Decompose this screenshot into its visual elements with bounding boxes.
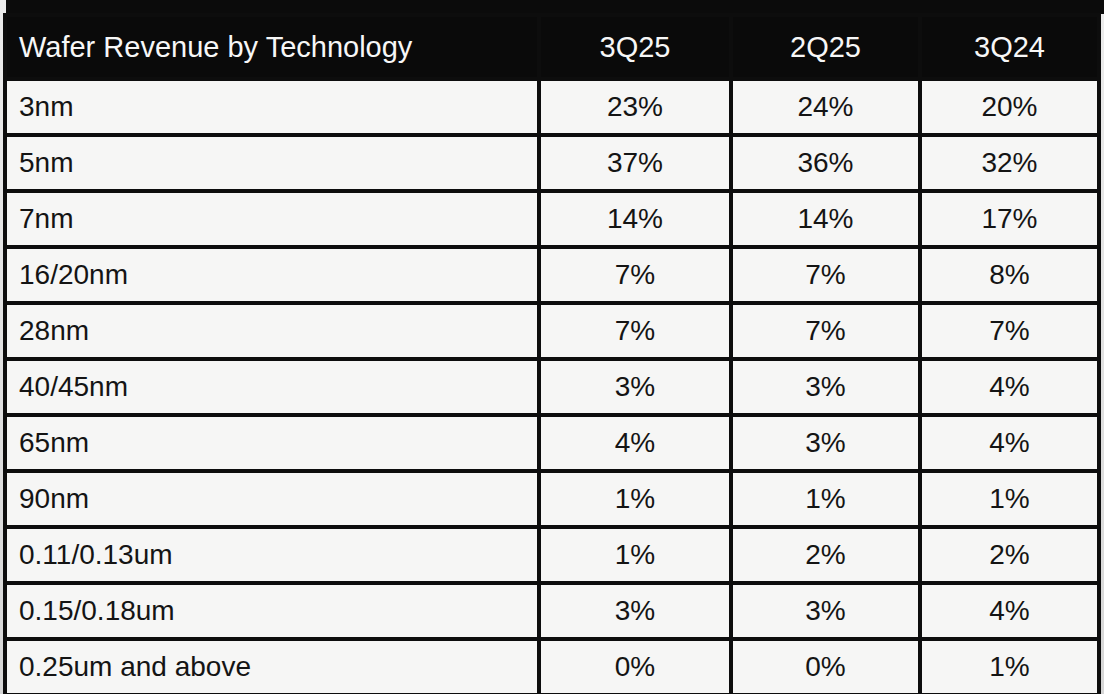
table-row: 16/20nm7%7%8%: [5, 247, 1099, 303]
header-row: Wafer Revenue by Technology 3Q25 2Q25 3Q…: [5, 15, 1099, 79]
table-row: 0.11/0.13um1%2%2%: [5, 527, 1099, 583]
value-cell: 17%: [920, 191, 1099, 247]
table-row: 65nm4%3%4%: [5, 415, 1099, 471]
value-cell: 24%: [731, 79, 920, 135]
value-cell: 3%: [731, 415, 920, 471]
value-cell: 3%: [539, 359, 731, 415]
value-cell: 7%: [539, 247, 731, 303]
value-cell: 23%: [539, 79, 731, 135]
value-cell: 7%: [920, 303, 1099, 359]
value-cell: 1%: [920, 639, 1099, 694]
value-cell: 7%: [731, 247, 920, 303]
value-cell: 14%: [731, 191, 920, 247]
row-label: 65nm: [5, 415, 539, 471]
value-cell: 7%: [539, 303, 731, 359]
value-cell: 1%: [539, 527, 731, 583]
value-cell: 8%: [920, 247, 1099, 303]
value-cell: 0%: [539, 639, 731, 694]
row-label: 0.15/0.18um: [5, 583, 539, 639]
table-row: 40/45nm3%3%4%: [5, 359, 1099, 415]
table-row: 5nm37%36%32%: [5, 135, 1099, 191]
value-cell: 4%: [920, 583, 1099, 639]
row-label: 0.11/0.13um: [5, 527, 539, 583]
value-cell: 0%: [731, 639, 920, 694]
table-row: 90nm1%1%1%: [5, 471, 1099, 527]
value-cell: 1%: [731, 471, 920, 527]
table-row: 0.25um and above0%0%1%: [5, 639, 1099, 694]
column-header-3q24: 3Q24: [920, 15, 1099, 79]
column-header-2q25: 2Q25: [731, 15, 920, 79]
value-cell: 2%: [920, 527, 1099, 583]
value-cell: 36%: [731, 135, 920, 191]
value-cell: 4%: [920, 359, 1099, 415]
screenshot-background: Wafer Revenue by Technology 3Q25 2Q25 3Q…: [0, 0, 1104, 694]
row-label: 3nm: [5, 79, 539, 135]
value-cell: 4%: [920, 415, 1099, 471]
value-cell: 3%: [731, 583, 920, 639]
table-body: 3nm23%24%20%5nm37%36%32%7nm14%14%17%16/2…: [5, 79, 1099, 694]
row-label: 28nm: [5, 303, 539, 359]
table-row: 0.15/0.18um3%3%4%: [5, 583, 1099, 639]
value-cell: 4%: [539, 415, 731, 471]
value-cell: 14%: [539, 191, 731, 247]
value-cell: 1%: [539, 471, 731, 527]
table-row: 7nm14%14%17%: [5, 191, 1099, 247]
value-cell: 2%: [731, 527, 920, 583]
row-label: 16/20nm: [5, 247, 539, 303]
value-cell: 7%: [731, 303, 920, 359]
row-label: 90nm: [5, 471, 539, 527]
table-row: 28nm7%7%7%: [5, 303, 1099, 359]
table-title: Wafer Revenue by Technology: [5, 15, 539, 79]
value-cell: 3%: [539, 583, 731, 639]
top-black-strip: [6, 0, 1104, 14]
value-cell: 3%: [731, 359, 920, 415]
column-header-3q25: 3Q25: [539, 15, 731, 79]
value-cell: 32%: [920, 135, 1099, 191]
row-label: 0.25um and above: [5, 639, 539, 694]
value-cell: 20%: [920, 79, 1099, 135]
row-label: 7nm: [5, 191, 539, 247]
value-cell: 1%: [920, 471, 1099, 527]
table-row: 3nm23%24%20%: [5, 79, 1099, 135]
row-label: 5nm: [5, 135, 539, 191]
value-cell: 37%: [539, 135, 731, 191]
row-label: 40/45nm: [5, 359, 539, 415]
wafer-revenue-table: Wafer Revenue by Technology 3Q25 2Q25 3Q…: [3, 13, 1101, 694]
